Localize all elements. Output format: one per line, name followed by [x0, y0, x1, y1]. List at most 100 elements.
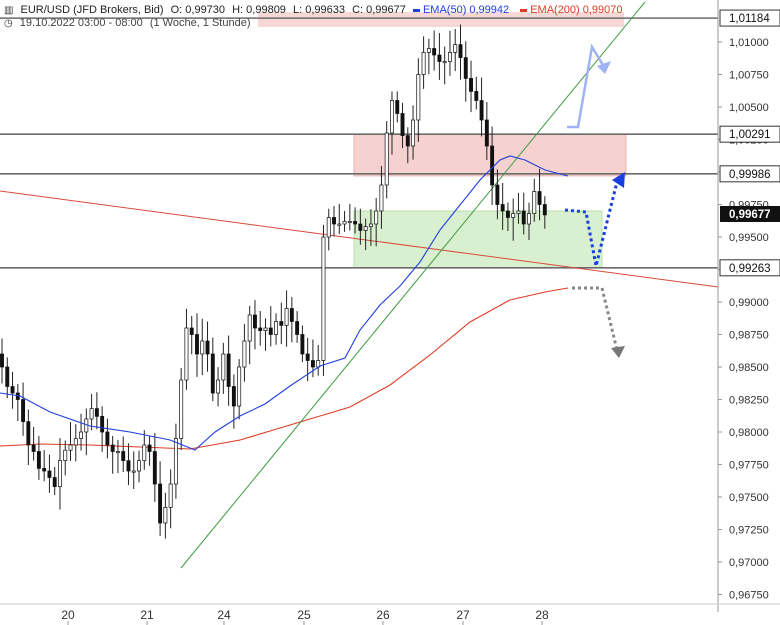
candle-body — [5, 366, 10, 387]
candle-body — [295, 321, 300, 335]
candle-body — [432, 48, 437, 56]
ema200-legend: EMA(200) 0,99070 — [520, 4, 626, 16]
candle-body — [68, 444, 73, 451]
ema200-line — [0, 287, 569, 450]
level-label: 1,00291 — [729, 129, 771, 141]
ema200-swatch — [520, 8, 528, 12]
candle-95 — [500, 182, 505, 231]
candle-57 — [300, 325, 305, 363]
top-level-band — [258, 12, 624, 27]
candle-89 — [469, 60, 473, 113]
candle-91 — [479, 77, 484, 137]
candle-body — [94, 408, 99, 417]
candle-body — [521, 210, 526, 225]
time-tick-label: 24 — [217, 608, 231, 622]
candle-76 — [400, 102, 405, 149]
price-tick-label: 0,97500 — [729, 492, 769, 504]
candle-body — [537, 191, 542, 205]
candle-body — [368, 223, 373, 227]
candle-86 — [453, 29, 458, 72]
candle-body — [469, 78, 473, 92]
candle-body — [532, 191, 537, 214]
open-value: O: 0,99730 — [170, 4, 226, 16]
candle-49 — [258, 311, 263, 346]
candle-18 — [94, 392, 99, 430]
blue-scenario-arrowhead — [612, 172, 625, 188]
candle-34 — [179, 368, 184, 450]
candle-27 — [142, 430, 147, 470]
candle-body — [121, 451, 126, 461]
candle-body — [226, 353, 231, 387]
candle-93 — [490, 126, 495, 206]
price-tick-label: 0,98750 — [729, 330, 769, 342]
candle-83 — [437, 33, 442, 80]
candle-9 — [47, 454, 52, 493]
candle-15 — [79, 413, 83, 451]
date-range: 19.10.2022 03:00 - 08:00 — [19, 17, 143, 29]
candle-body — [300, 334, 305, 355]
candle-29 — [152, 433, 157, 502]
candle-body — [168, 483, 173, 508]
price-tick-label: 0,99000 — [729, 297, 769, 309]
candle-body — [221, 353, 226, 381]
high-value: H: 0,99809 — [232, 4, 286, 16]
candle-99 — [521, 192, 526, 235]
candle-41 — [216, 367, 221, 407]
price-tick-label: 0,97000 — [729, 557, 769, 569]
candle-body — [242, 340, 247, 368]
candle-63 — [332, 206, 336, 237]
candle-33 — [173, 423, 178, 499]
candle-body — [137, 460, 141, 472]
candle-61 — [321, 224, 326, 376]
candle-body — [115, 451, 120, 454]
candle-100 — [527, 202, 531, 241]
candle-body — [474, 91, 479, 101]
candle-body — [274, 321, 278, 335]
candle-31 — [163, 492, 168, 539]
candle-65 — [342, 211, 347, 232]
candle-body — [448, 52, 452, 62]
candle-3 — [15, 383, 20, 422]
candles — [0, 24, 547, 539]
candle-body — [342, 221, 347, 225]
candle-body — [337, 223, 342, 226]
candle-72 — [379, 166, 384, 229]
candle-6 — [31, 426, 36, 461]
time-tick-label: 26 — [376, 608, 390, 622]
ema50-legend: EMA(50) 0,99942 — [412, 4, 516, 16]
candle-body — [505, 210, 510, 218]
candle-body — [511, 213, 516, 218]
low-value: L: 0,99633 — [293, 4, 345, 16]
candle-body — [73, 438, 78, 446]
candle-body — [58, 460, 62, 487]
candle-66 — [347, 203, 352, 231]
time-axis: 20 21 24 25 26 27 28 — [0, 603, 780, 625]
candle-body — [326, 217, 331, 238]
candle-55 — [289, 297, 294, 343]
candle-25 — [131, 451, 136, 489]
candle-22 — [115, 439, 120, 474]
blue-scenario-arrow — [564, 177, 620, 267]
price-tick-label: 1,00500 — [729, 102, 769, 114]
candle-body — [42, 468, 47, 472]
candle-21 — [110, 435, 115, 474]
candle-body — [279, 321, 284, 326]
candle-body — [495, 184, 500, 205]
candle-body — [131, 470, 136, 473]
candle-body — [36, 451, 41, 469]
ema200-value: 0,99070 — [582, 4, 623, 16]
candle-body — [210, 353, 215, 394]
candle-body — [284, 308, 289, 326]
candle-body — [390, 100, 394, 134]
candle-11 — [58, 438, 62, 510]
level-label: 1,01184 — [729, 13, 770, 25]
candle-87 — [458, 24, 463, 80]
timeframe: (1 Woche, 1 Stunde) — [149, 17, 251, 29]
candle-body — [353, 221, 358, 225]
candle-body — [527, 213, 531, 225]
candle-body — [453, 44, 458, 53]
candle-0 — [0, 338, 4, 384]
ema50-value: 0,99942 — [469, 4, 510, 16]
candle-67 — [353, 207, 358, 234]
